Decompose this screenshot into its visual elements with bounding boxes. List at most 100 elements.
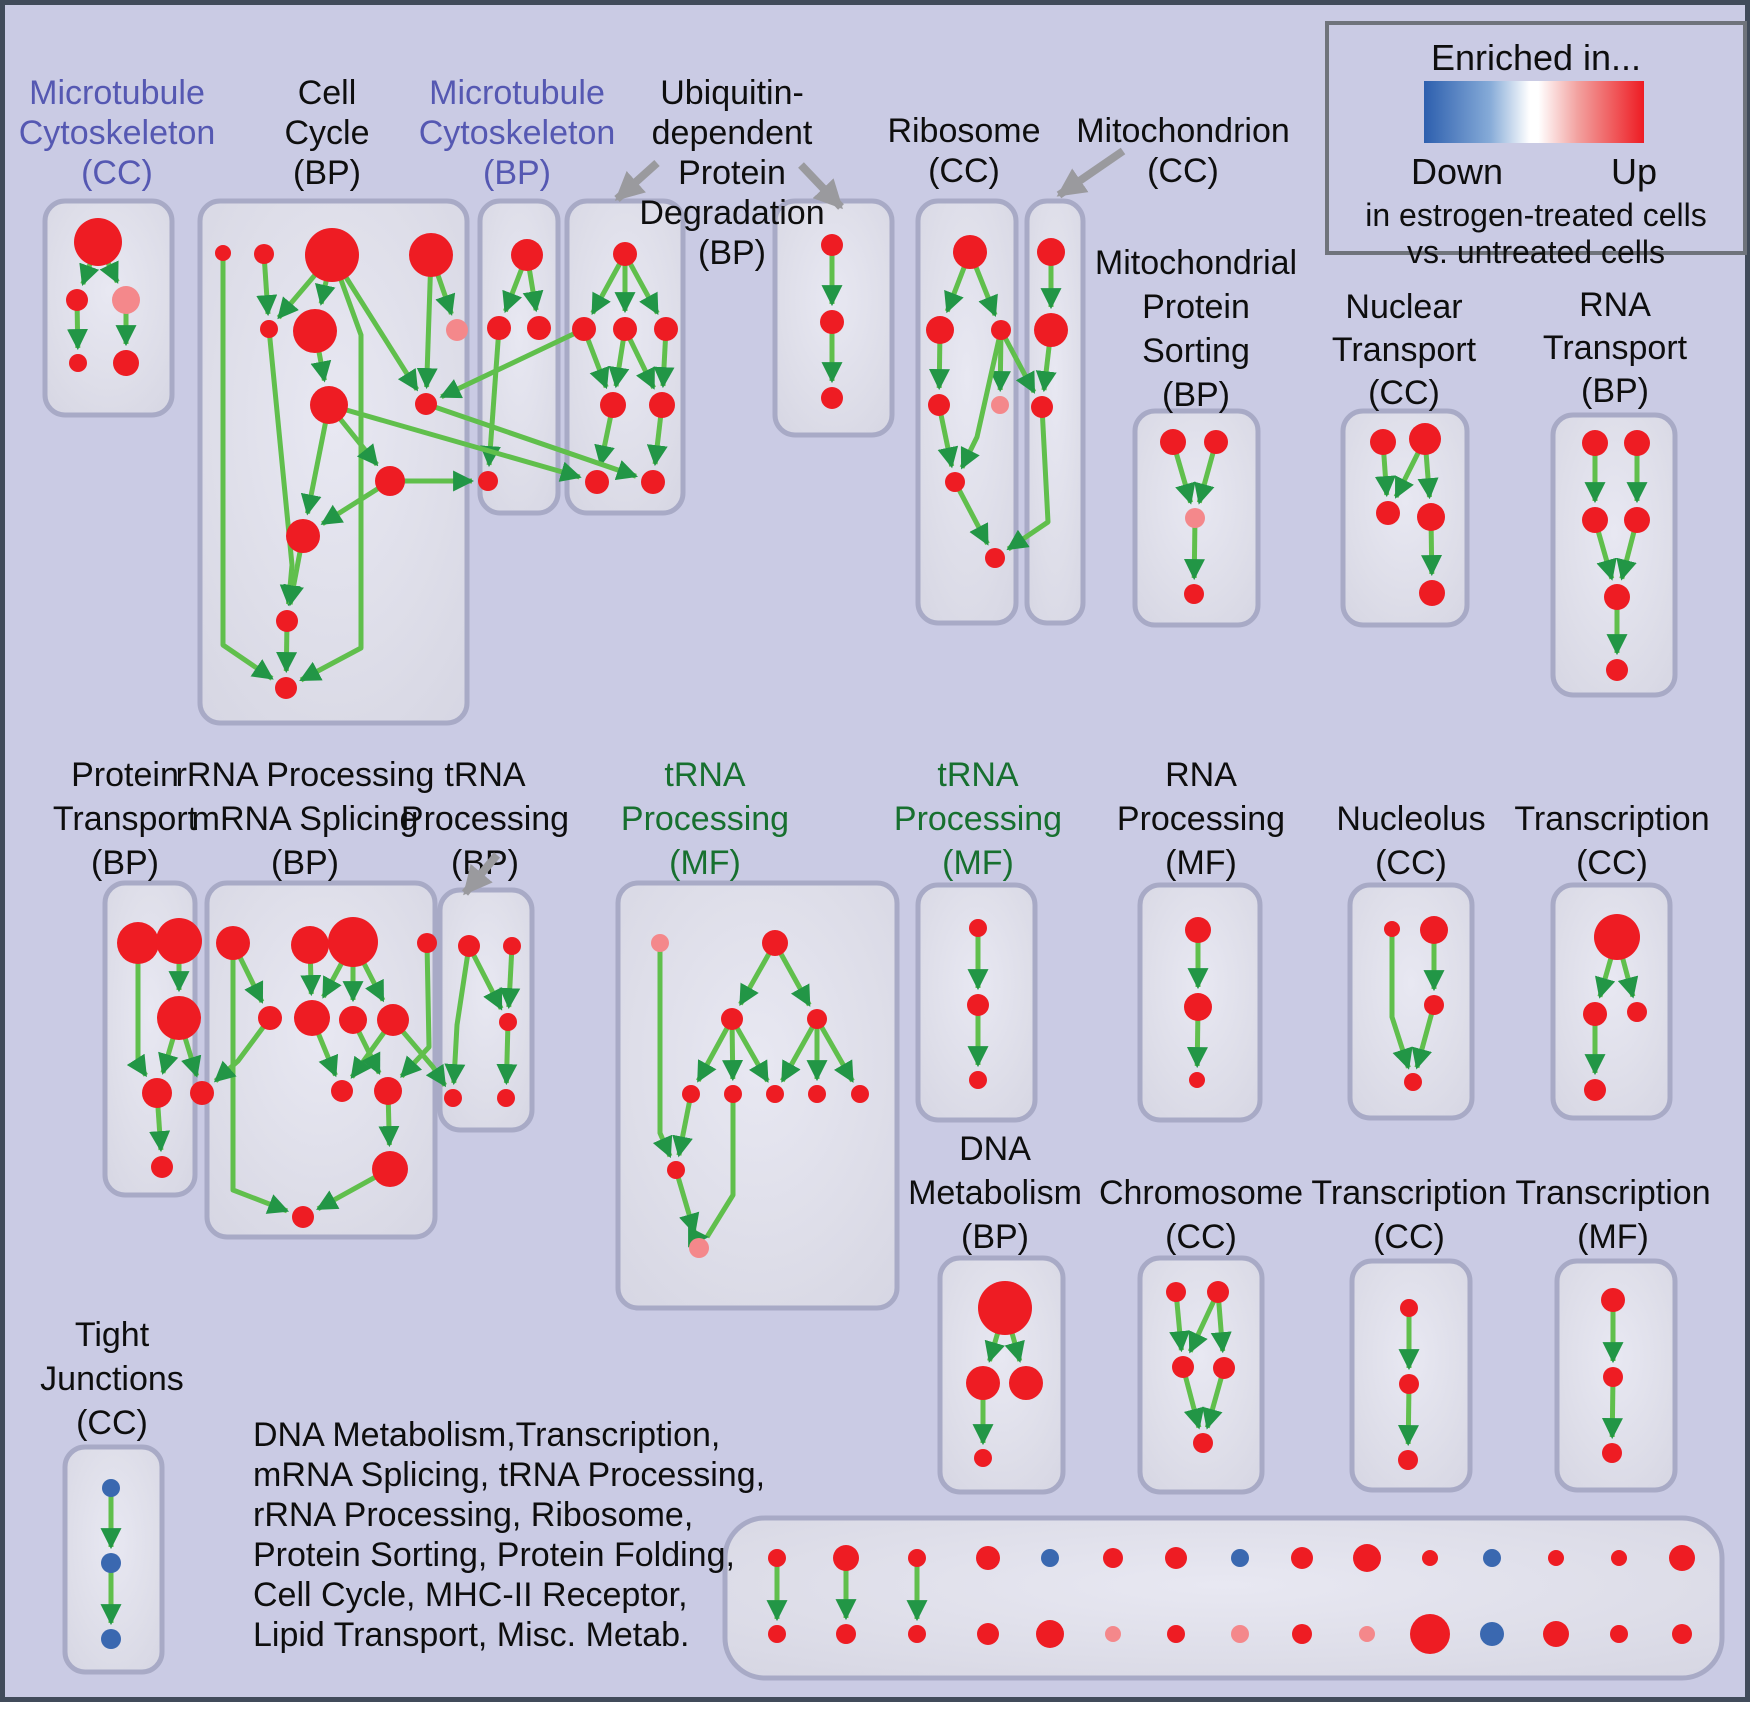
legend-subtitle-line2: vs. untreated cells bbox=[1407, 234, 1665, 270]
edge-trna-processing-mf-a-9 bbox=[672, 1093, 694, 1158]
go-term-node-trna-processing-mf-a-7 bbox=[808, 1085, 826, 1103]
go-term-node-microtubule-cytoskeleton-cc-3 bbox=[69, 354, 87, 372]
go-term-node-ubiquitin-dependent-protein-degradation-bp-4 bbox=[600, 392, 626, 418]
note-line: Protein Sorting, Protein Folding, bbox=[253, 1536, 735, 1574]
cluster-box-transcription-cc-mid bbox=[1550, 882, 1673, 1121]
go-term-node-transcription-mf-0 bbox=[1601, 1288, 1625, 1312]
go-term-node-misc-clusters-grid-17 bbox=[908, 1625, 926, 1643]
go-term-node-misc-clusters-grid-11 bbox=[1483, 1549, 1501, 1567]
go-term-node-transcription-cc-bottom-1 bbox=[1399, 1374, 1419, 1394]
go-term-node-cell-cycle-bp-7 bbox=[310, 386, 348, 424]
go-term-node-rna-processing-mf-1 bbox=[1184, 993, 1212, 1021]
go-term-node-misc-clusters-grid-18 bbox=[977, 1623, 999, 1645]
note-line: DNA Metabolism,Transcription, bbox=[253, 1416, 721, 1454]
go-term-node-chromosome-cc-3 bbox=[1213, 1357, 1235, 1379]
cluster-label-chromosome-cc-line0: Chromosome bbox=[1099, 1174, 1303, 1212]
cross-edge-6 bbox=[391, 1018, 447, 1088]
cluster-label-mitochondrial-protein-sorting-bp-line2: Sorting bbox=[1142, 332, 1250, 370]
legend-subtitle-line1: in estrogen-treated cells bbox=[1365, 197, 1707, 233]
go-term-node-rrna-processing-mrna-splicing-bp-1 bbox=[291, 926, 329, 964]
edge-trna-processing-bp-2 bbox=[444, 945, 472, 1086]
go-term-node-rna-transport-bp-5 bbox=[1606, 659, 1628, 681]
go-term-node-misc-clusters-grid-13 bbox=[1611, 1550, 1627, 1566]
edge-cell-cycle-bp-1 bbox=[256, 253, 278, 317]
go-term-node-mitochondrion-cc-0 bbox=[1037, 238, 1065, 266]
edge-rrna-processing-mrna-splicing-bp-6 bbox=[399, 942, 432, 1079]
cluster-label-microtubule-cytoskeleton-cc-line2: (CC) bbox=[81, 154, 153, 192]
go-term-node-nuclear-transport-cc-2 bbox=[1376, 501, 1400, 525]
go-term-node-trna-processing-bp-2 bbox=[499, 1013, 517, 1031]
go-term-node-rrna-processing-mrna-splicing-bp-3 bbox=[417, 933, 437, 953]
go-term-node-microtubule-cytoskeleton-bp-2 bbox=[527, 316, 551, 340]
go-term-node-misc-clusters-grid-29 bbox=[1672, 1624, 1692, 1644]
go-term-node-chromosome-cc-4 bbox=[1193, 1433, 1213, 1453]
go-term-node-cell-cycle-bp-9 bbox=[375, 466, 405, 496]
label-pointer-arrow-1 bbox=[798, 162, 844, 210]
cluster-label-protein-transport-bp-line1: Transport bbox=[53, 800, 198, 838]
go-term-node-misc-clusters-grid-0 bbox=[768, 1549, 786, 1567]
go-term-node-cell-cycle-bp-0 bbox=[215, 245, 231, 261]
go-term-node-microtubule-cytoskeleton-cc-4 bbox=[113, 350, 139, 376]
cluster-label-mitochondrial-protein-sorting-bp-line0: Mitochondrial bbox=[1095, 244, 1297, 282]
cross-edge-2 bbox=[425, 401, 638, 480]
go-term-node-misc-clusters-grid-15 bbox=[768, 1625, 786, 1643]
go-term-node-cell-cycle-bp-1 bbox=[254, 244, 274, 264]
go-term-node-trna-processing-bp-0 bbox=[458, 935, 480, 957]
go-term-node-rna-transport-bp-1 bbox=[1624, 430, 1650, 456]
go-term-node-rrna-processing-mrna-splicing-bp-6 bbox=[339, 1006, 367, 1034]
cluster-label-dna-metabolism-bp-line2: (BP) bbox=[961, 1218, 1029, 1256]
go-term-node-rna-transport-bp-4 bbox=[1604, 584, 1630, 610]
cluster-box-microtubule-cytoskeleton-bp bbox=[477, 198, 561, 516]
go-term-node-trna-processing-mf-a-8 bbox=[851, 1085, 869, 1103]
go-term-node-cell-cycle-bp-6 bbox=[293, 309, 337, 353]
cluster-label-cell-cycle-bp-line2: (BP) bbox=[293, 154, 361, 192]
cluster-label-trna-processing-mf-a-line1: Processing bbox=[621, 800, 789, 838]
go-term-node-ribosome-cc-3 bbox=[928, 394, 950, 416]
go-term-node-ribosome-cc-1 bbox=[926, 316, 954, 344]
go-term-node-ubiquitin-dependent-protein-degradation-bp-1 bbox=[572, 317, 596, 341]
edge-ribosome-cc-4 bbox=[959, 329, 1004, 470]
edge-transcription-mf-1 bbox=[1601, 1376, 1623, 1440]
edge-trna-processing-mf-a-11 bbox=[704, 1094, 736, 1239]
go-term-node-microtubule-cytoskeleton-bp-0 bbox=[511, 239, 543, 271]
misc-clusters-note: DNA Metabolism,Transcription, mRNA Splic… bbox=[253, 1415, 765, 1655]
edge-rrna-processing-mrna-splicing-bp-5 bbox=[230, 943, 290, 1214]
go-term-node-misc-clusters-grid-9 bbox=[1353, 1544, 1381, 1572]
cluster-label-rna-processing-mf-line0: RNA bbox=[1165, 756, 1237, 794]
cluster-label-trna-processing-bp-line2: (BP) bbox=[451, 844, 519, 882]
go-term-node-ubiquitin-dependent-protein-degradation-bp-9 bbox=[820, 310, 844, 334]
cluster-label-tight-junctions-cc-line1: Junctions bbox=[40, 1360, 184, 1398]
edge-protein-transport-bp-0 bbox=[126, 943, 148, 1078]
go-term-node-cell-cycle-bp-12 bbox=[275, 677, 297, 699]
go-term-node-misc-clusters-grid-7 bbox=[1231, 1549, 1249, 1567]
go-term-node-transcription-cc-bottom-2 bbox=[1398, 1450, 1418, 1470]
go-term-node-transcription-cc-mid-2 bbox=[1627, 1002, 1647, 1022]
edge-nucleolus-cc-0 bbox=[1389, 929, 1413, 1070]
cluster-label-rna-transport-bp-line0: RNA bbox=[1579, 286, 1651, 324]
edge-cell-cycle-bp-7 bbox=[416, 254, 438, 390]
go-term-node-dna-metabolism-bp-0 bbox=[978, 1281, 1032, 1335]
go-term-node-nucleolus-cc-0 bbox=[1384, 921, 1400, 937]
go-term-node-misc-clusters-grid-26 bbox=[1480, 1622, 1504, 1646]
label-pointer-arrow-3 bbox=[461, 852, 501, 896]
go-term-node-rrna-processing-mrna-splicing-bp-4 bbox=[258, 1006, 282, 1030]
cluster-label-chromosome-cc-line1: (CC) bbox=[1165, 1218, 1237, 1256]
note-line: Lipid Transport, Misc. Metab. bbox=[253, 1616, 690, 1654]
cluster-label-ubiquitin-dependent-protein-degradation-bp-line3: Degradation bbox=[639, 194, 824, 232]
go-term-node-nucleolus-cc-3 bbox=[1404, 1073, 1422, 1091]
cluster-label-ubiquitin-dependent-protein-degradation-bp-line2: Protein bbox=[678, 154, 786, 192]
go-term-node-chromosome-cc-1 bbox=[1207, 1281, 1229, 1303]
go-term-node-rrna-processing-mrna-splicing-bp-7 bbox=[377, 1004, 409, 1036]
edge-trna-processing-mf-a-7 bbox=[814, 1017, 855, 1083]
cluster-label-microtubule-cytoskeleton-bp-line2: (BP) bbox=[483, 154, 551, 192]
go-term-node-cell-cycle-bp-11 bbox=[276, 610, 298, 632]
cluster-label-transcription-cc-mid-line0: Transcription bbox=[1514, 800, 1709, 838]
go-term-node-nuclear-transport-cc-4 bbox=[1419, 580, 1445, 606]
go-term-node-trna-processing-mf-a-9 bbox=[667, 1161, 685, 1179]
go-term-node-misc-clusters-grid-12 bbox=[1548, 1550, 1564, 1566]
label-pointer-arrow-0 bbox=[614, 160, 660, 202]
go-term-node-transcription-cc-mid-3 bbox=[1584, 1079, 1606, 1101]
go-term-node-trna-processing-mf-a-10 bbox=[689, 1238, 709, 1258]
go-term-node-trna-processing-mf-a-4 bbox=[682, 1085, 700, 1103]
